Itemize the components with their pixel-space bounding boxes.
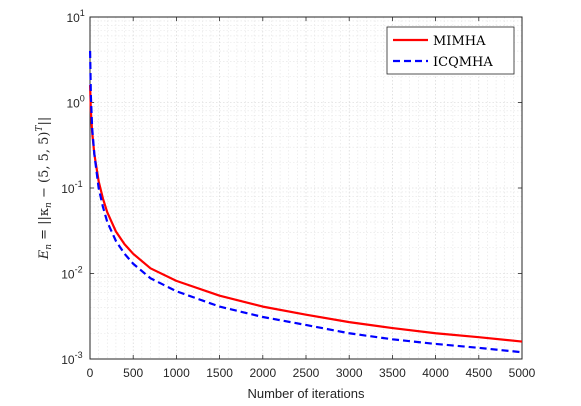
x-tick-label: 2500 — [293, 366, 320, 380]
y-tick-label-exponent: -3 — [75, 350, 83, 360]
series-line-mimha — [88, 85, 523, 343]
x-tick-label: 1000 — [163, 366, 190, 380]
y-tick-label-exponent: 0 — [80, 94, 85, 104]
y-tick-label-exponent: -1 — [75, 179, 83, 189]
x-tick-label: 4000 — [422, 366, 449, 380]
y-tick-label-base: 10 — [66, 11, 80, 25]
ylabel-sup: T — [35, 124, 45, 131]
ylabel-eq: = ||κ — [37, 208, 52, 244]
series-lines — [88, 51, 523, 354]
x-tick-label: 0 — [87, 366, 94, 380]
x-tick-label: 3500 — [379, 366, 406, 380]
svg-text:En = ||κn − (5, 5, 5)T||: En = ||κn − (5, 5, 5)T|| — [35, 117, 54, 261]
ylabel-sub2: n — [44, 202, 54, 208]
legend: MIMHA ICQMHA — [386, 26, 515, 75]
x-axis-label: Number of iterations — [247, 386, 365, 401]
y-tick-label-exponent: 1 — [80, 8, 85, 18]
x-tick-label: 2000 — [249, 366, 276, 380]
x-tick-label: 5000 — [509, 366, 536, 380]
y-tick-label-base: 10 — [61, 353, 75, 367]
ylabel-main: E — [37, 249, 52, 260]
series-line-icqmha — [88, 51, 523, 354]
legend-label-icqmha: ICQMHA — [433, 55, 493, 70]
legend-label-mimha: MIMHA — [433, 34, 486, 49]
legend-box — [386, 26, 515, 75]
x-tick-label: 4500 — [465, 366, 492, 380]
x-tick-label: 1500 — [206, 366, 233, 380]
ylabel-end: || — [37, 117, 52, 126]
y-tick-label-base: 10 — [61, 268, 75, 282]
y-tick-label-exponent: -2 — [75, 265, 83, 275]
y-tick-label-base: 10 — [66, 97, 80, 111]
ylabel-sub: n — [44, 244, 54, 250]
x-axis-ticks: 0 500 1000 1500 2000 2500 3000 3500 4000 4500 5000 — [87, 17, 536, 380]
x-tick-label: 3000 — [336, 366, 363, 380]
ylabel-rest: − (5, 5, 5) — [37, 131, 52, 202]
y-axis-label: En = ||κn − (5, 5, 5)T|| — [35, 117, 54, 261]
y-tick-label-base: 10 — [61, 182, 75, 196]
x-tick-label: 500 — [123, 366, 143, 380]
